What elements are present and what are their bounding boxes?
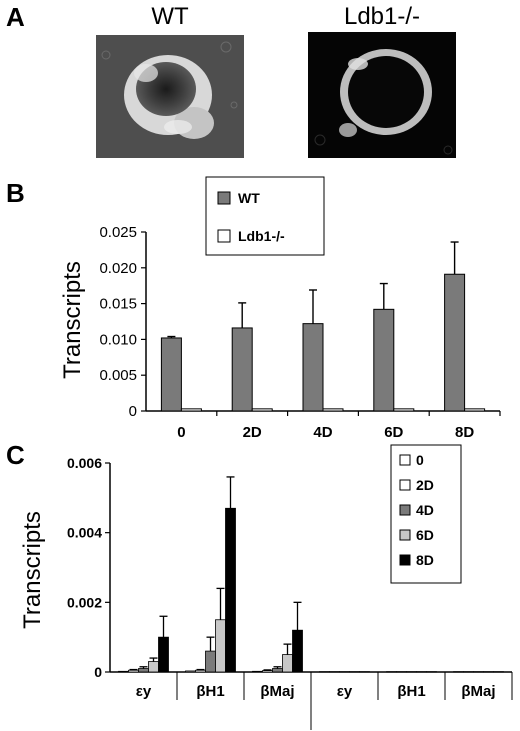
c-bar <box>396 671 407 673</box>
c-y-tick-label: 0 <box>94 664 102 680</box>
c-x-tick-label: βH1 <box>196 683 224 700</box>
c-bar <box>128 669 139 673</box>
c-bar <box>148 661 159 673</box>
b-legend-swatch <box>217 229 231 243</box>
c-bar <box>158 636 169 673</box>
c-bar <box>426 671 437 673</box>
b-bar <box>373 308 395 412</box>
b-legend-label: Ldb1-/- <box>238 228 285 244</box>
c-x-tick-label: βMaj <box>461 683 495 700</box>
b-bar <box>444 273 466 412</box>
b-x-tick-label: 0 <box>177 424 185 441</box>
c-legend-swatch <box>399 529 411 541</box>
b-bar <box>180 408 202 412</box>
b-legend-label: WT <box>238 190 260 206</box>
b-x-tick-label: 2D <box>243 424 262 441</box>
c-bar <box>272 668 283 673</box>
b-x-tick-label: 4D <box>313 424 332 441</box>
wt-micrograph <box>96 35 244 158</box>
c-bar <box>349 671 360 673</box>
wt-image-label: WT <box>151 3 189 30</box>
c-x-tick-label: βMaj <box>260 683 294 700</box>
c-bar <box>493 671 504 673</box>
ldb1-micrograph <box>308 32 456 158</box>
c-legend-swatch <box>399 454 411 466</box>
c-bar <box>205 650 216 673</box>
b-bar <box>302 323 324 412</box>
panel-c-letter: C <box>6 440 25 470</box>
c-bar <box>416 671 427 673</box>
panel-a-letter: A <box>6 2 25 32</box>
c-bar <box>319 671 330 673</box>
c-x-tick-label: βH1 <box>397 683 425 700</box>
b-y-tick-label: 0 <box>129 403 137 420</box>
c-bar <box>329 671 340 673</box>
c-bar <box>406 671 417 673</box>
b-y-tick-label: 0.010 <box>99 331 137 348</box>
c-y-axis-title: Transcripts <box>19 511 46 629</box>
c-bar <box>483 671 494 673</box>
c-y-tick-label: 0.006 <box>67 455 102 471</box>
c-bar <box>118 670 129 673</box>
c-x-tick-label: εy <box>136 683 152 700</box>
c-bar <box>225 507 236 673</box>
b-bar <box>160 337 182 412</box>
c-bar <box>138 668 149 673</box>
c-bar <box>339 671 350 673</box>
b-x-tick-label: 6D <box>384 424 403 441</box>
b-y-tick-label: 0.005 <box>99 367 137 384</box>
c-legend-label: 8D <box>416 552 434 568</box>
c-bar <box>453 671 464 673</box>
b-x-tick-label: 8D <box>455 424 474 441</box>
b-bar <box>251 408 273 412</box>
c-legend-label: 2D <box>416 477 434 493</box>
b-legend-swatch <box>217 191 231 205</box>
c-legend-label: 0 <box>416 452 424 468</box>
panel-c-chart: 0 0.002 0.004 0.006 εy βH1 βMaj εy βH1 βMaj Transc… <box>19 444 513 730</box>
ldb1-image-label: Ldb1-/- <box>343 3 421 30</box>
c-x-tick-label: εy <box>337 683 353 700</box>
panel-b-letter: B <box>6 178 25 208</box>
c-bar <box>252 670 263 673</box>
b-y-axis-title: Transcripts <box>59 261 86 379</box>
c-y-tick-label: 0.004 <box>67 525 102 541</box>
c-bar <box>292 629 303 673</box>
c-legend-swatch <box>399 554 411 566</box>
c-bar <box>473 671 484 673</box>
b-bar <box>322 408 344 412</box>
b-y-tick-label: 0.020 <box>99 260 137 277</box>
c-bar <box>215 619 226 673</box>
c-legend-swatch <box>399 504 411 516</box>
c-bar <box>262 670 273 673</box>
panel-b-chart: 0 0.005 0.010 0.015 0.020 0.025 0 2D 4D 6D 8D Trans… <box>59 176 501 441</box>
c-legend-label: 4D <box>416 502 434 518</box>
c-y-tick-label: 0.002 <box>67 594 102 610</box>
b-bar <box>231 327 253 412</box>
c-bar <box>282 654 293 673</box>
c-bar <box>185 670 196 673</box>
c-bar <box>463 671 474 673</box>
b-bar <box>464 408 486 412</box>
c-legend-swatch <box>399 479 411 491</box>
b-y-tick-label: 0.015 <box>99 296 137 313</box>
b-bar <box>393 408 415 412</box>
c-legend-label: 6D <box>416 527 434 543</box>
c-bar <box>359 671 370 673</box>
b-y-tick-label: 0.025 <box>99 224 137 241</box>
c-bar <box>386 671 397 673</box>
c-bar <box>195 669 206 673</box>
